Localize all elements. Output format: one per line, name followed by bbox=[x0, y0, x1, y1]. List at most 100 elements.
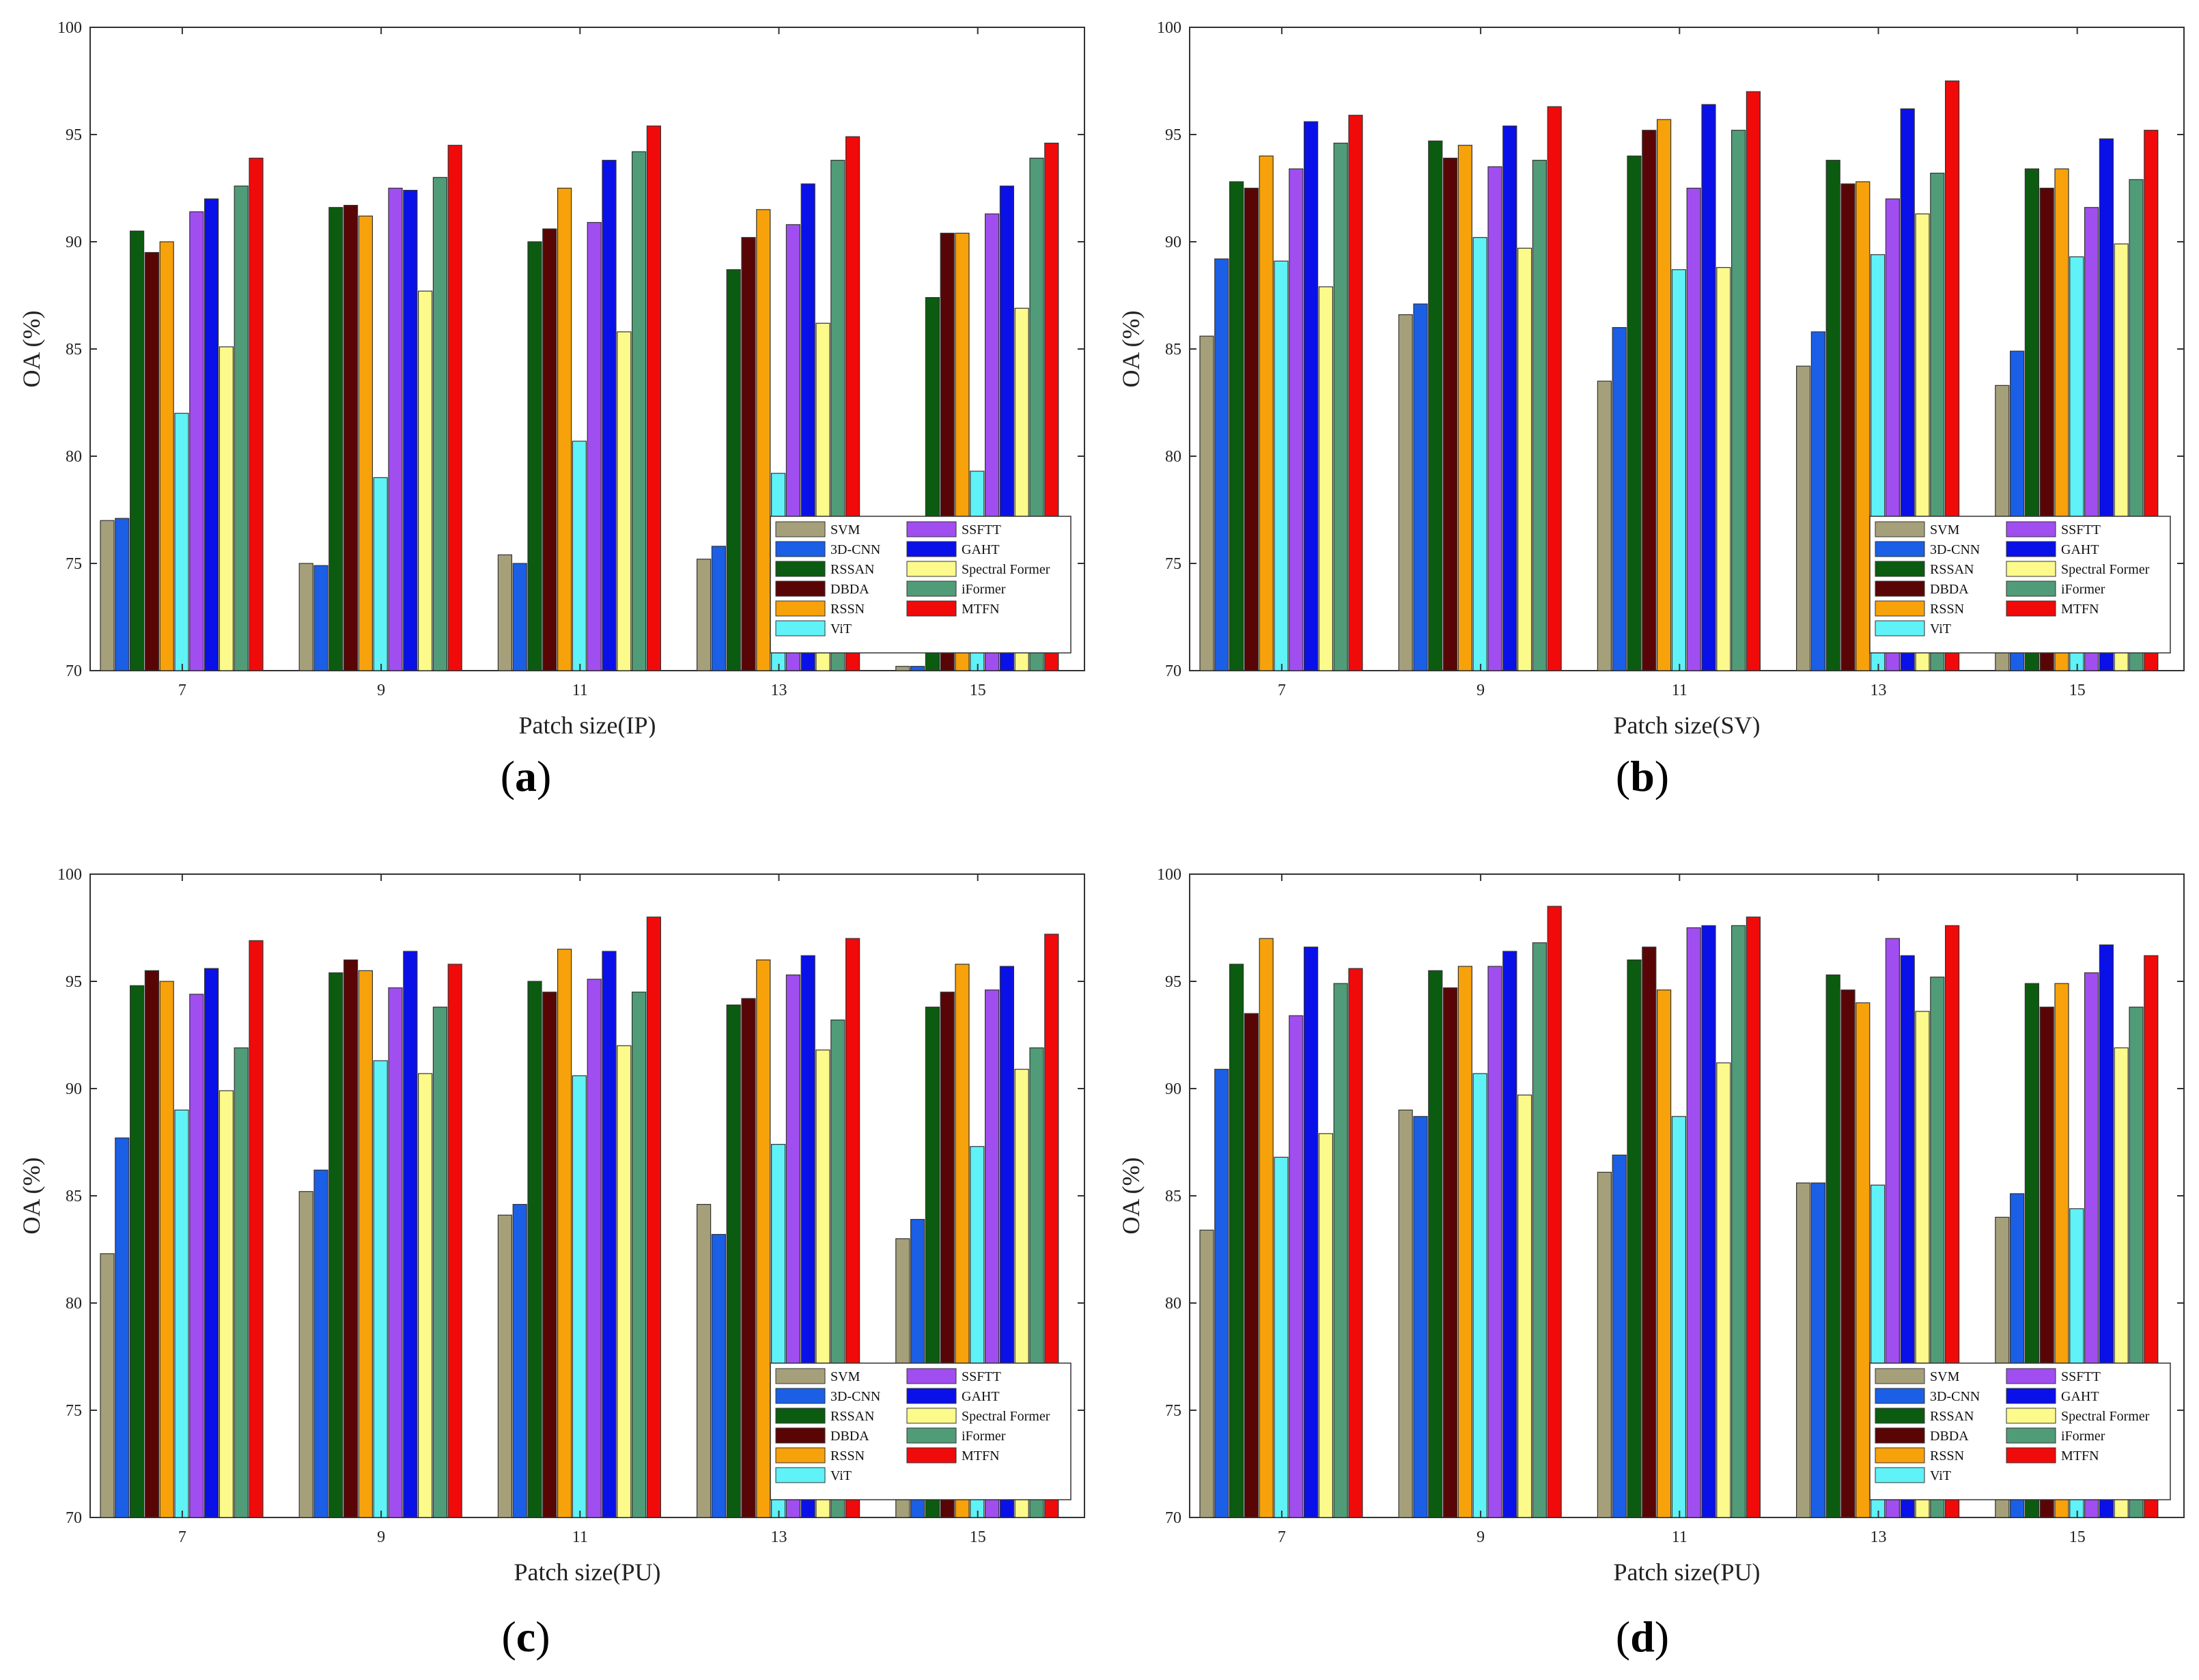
bar-iformer-11 bbox=[1731, 925, 1746, 1518]
chart-panel-a: 70 75 80 85 90 95 100 7 9 11 13 15 Patch size(IP) OA … bbox=[18, 19, 1085, 738]
bar-3d-cnn-9 bbox=[313, 565, 328, 671]
bar-dbda-7 bbox=[144, 252, 159, 671]
legend-label-3d-cnn: 3D-CNN bbox=[830, 1389, 880, 1404]
bar-mtfn-7 bbox=[249, 940, 264, 1518]
y-tick-label: 90 bbox=[66, 1080, 82, 1098]
legend-label-dbda: DBDA bbox=[1930, 1429, 1969, 1444]
legend-label-3d-cnn: 3D-CNN bbox=[1930, 542, 1980, 557]
x-tick-label: 9 bbox=[1476, 682, 1485, 699]
bar-vit-9 bbox=[373, 1060, 388, 1518]
legend-swatch-dbda bbox=[1875, 1427, 1925, 1444]
bar-dbda-13 bbox=[1840, 183, 1855, 671]
y-tick-label: 75 bbox=[66, 1402, 82, 1420]
bar-svm-9 bbox=[1398, 314, 1413, 671]
bar-spectral-former-7 bbox=[1318, 286, 1333, 671]
caption-b: (b) bbox=[1615, 752, 1670, 800]
bar-svm-9 bbox=[298, 563, 313, 671]
x-tick-label: 9 bbox=[1476, 1528, 1485, 1546]
bar-svm-7 bbox=[100, 520, 115, 671]
legend-label-rssan: RSSAN bbox=[830, 1409, 874, 1424]
bar-gaht-11 bbox=[1701, 104, 1716, 671]
bar-3d-cnn-13 bbox=[1810, 331, 1826, 671]
bar-ssftt-11 bbox=[1686, 927, 1701, 1518]
bar-dbda-9 bbox=[344, 960, 359, 1518]
legend-swatch-mtfn bbox=[2006, 600, 2056, 617]
legend-label-mtfn: MTFN bbox=[962, 1448, 1000, 1464]
x-tick-label: 15 bbox=[970, 682, 986, 699]
legend-swatch-ssftt bbox=[2006, 521, 2056, 537]
bar-svm-7 bbox=[1199, 1229, 1214, 1518]
bar-svm-11 bbox=[497, 554, 513, 671]
bar-3d-cnn-7 bbox=[115, 518, 130, 671]
bar-rssn-11 bbox=[557, 949, 572, 1518]
legend-swatch-spectral-former bbox=[906, 561, 957, 577]
legend-swatch-svm bbox=[1875, 521, 1925, 537]
bar-mtfn-9 bbox=[447, 964, 462, 1518]
bar-rssn-7 bbox=[159, 981, 174, 1518]
bar-spectral-former-11 bbox=[617, 1045, 632, 1518]
bar-vit-7 bbox=[174, 1109, 189, 1518]
bar-vit-11 bbox=[572, 440, 587, 671]
bar-dbda-9 bbox=[1443, 987, 1458, 1518]
caption-letter: a bbox=[515, 752, 537, 800]
x-tick-label: 15 bbox=[970, 1528, 986, 1546]
bar-vit-9 bbox=[1472, 1073, 1487, 1518]
bar-gaht-7 bbox=[1304, 947, 1319, 1518]
bar-iformer-7 bbox=[1333, 983, 1348, 1518]
caption-letter: d bbox=[1630, 1612, 1655, 1661]
y-axis-label: OA (%) bbox=[1117, 1158, 1145, 1235]
legend: SVM 3D-CNN RSSAN DBDA RSSN ViT SSFTT GAHT Spectr… bbox=[1869, 516, 2171, 654]
bar-spectral-former-9 bbox=[1517, 1094, 1532, 1518]
bar-iformer-11 bbox=[631, 992, 647, 1518]
y-tick-label: 100 bbox=[1157, 866, 1181, 884]
bar-3d-cnn-7 bbox=[1214, 1069, 1229, 1518]
bar-ssftt-9 bbox=[388, 987, 403, 1518]
bar-rssan-11 bbox=[1627, 960, 1642, 1518]
chart-panel-d: 70 75 80 85 90 95 100 7 9 11 13 15 Patch size(PU) OA … bbox=[1117, 866, 2185, 1584]
bar-rssn-13 bbox=[1855, 181, 1871, 671]
y-tick-label: 95 bbox=[66, 973, 82, 991]
legend-label-rssn: RSSN bbox=[830, 1448, 865, 1464]
bar-gaht-9 bbox=[403, 190, 418, 671]
bar-3d-cnn-13 bbox=[711, 1233, 727, 1518]
y-tick-label: 95 bbox=[1165, 126, 1181, 144]
legend-label-vit: ViT bbox=[1930, 621, 1951, 636]
bar-dbda-13 bbox=[1840, 989, 1855, 1518]
bar-svm-13 bbox=[1795, 365, 1811, 671]
y-tick-label: 70 bbox=[66, 662, 82, 680]
bar-svm-13 bbox=[1795, 1182, 1811, 1518]
bar-mtfn-11 bbox=[1746, 91, 1761, 671]
bar-3d-cnn-9 bbox=[313, 1169, 328, 1518]
bar-dbda-11 bbox=[1642, 130, 1657, 671]
x-tick-label: 11 bbox=[1672, 1528, 1687, 1546]
bar-gaht-9 bbox=[403, 951, 418, 1518]
y-tick-label: 80 bbox=[66, 1295, 82, 1313]
bar-svm-7 bbox=[1199, 335, 1214, 671]
bar-dbda-7 bbox=[1244, 187, 1259, 671]
legend-label-dbda: DBDA bbox=[1930, 582, 1969, 597]
bar-dbda-11 bbox=[542, 992, 557, 1518]
bar-3d-cnn-9 bbox=[1413, 303, 1428, 671]
bar-rssn-9 bbox=[1457, 966, 1473, 1518]
legend-label-gaht: GAHT bbox=[962, 542, 1000, 557]
bar-ssftt-9 bbox=[1487, 166, 1502, 671]
legend-label-spectral-former: Spectral Former bbox=[2061, 562, 2150, 577]
y-tick-label: 100 bbox=[57, 19, 82, 37]
legend-swatch-rssn bbox=[1875, 600, 1925, 617]
legend-label-rssn: RSSN bbox=[1930, 1448, 1964, 1464]
bar-3d-cnn-7 bbox=[115, 1137, 130, 1518]
bar-dbda-13 bbox=[741, 998, 756, 1518]
bar-vit-7 bbox=[1274, 260, 1289, 671]
bar-rssan-11 bbox=[527, 241, 542, 671]
bar-ssftt-7 bbox=[189, 211, 204, 671]
bar-3d-cnn-11 bbox=[1612, 327, 1627, 671]
bar-rssn-7 bbox=[1259, 938, 1274, 1518]
y-tick-label: 85 bbox=[66, 341, 82, 359]
bar-vit-7 bbox=[174, 412, 189, 671]
bar-mtfn-7 bbox=[249, 157, 264, 671]
bar-gaht-7 bbox=[204, 968, 219, 1518]
legend-label-vit: ViT bbox=[830, 1468, 852, 1483]
legend: SVM 3D-CNN RSSAN DBDA RSSN ViT SSFTT GAHT Spectr… bbox=[1869, 1362, 2171, 1500]
x-tick-label: 11 bbox=[1672, 682, 1687, 699]
legend-swatch-svm bbox=[775, 1368, 826, 1384]
